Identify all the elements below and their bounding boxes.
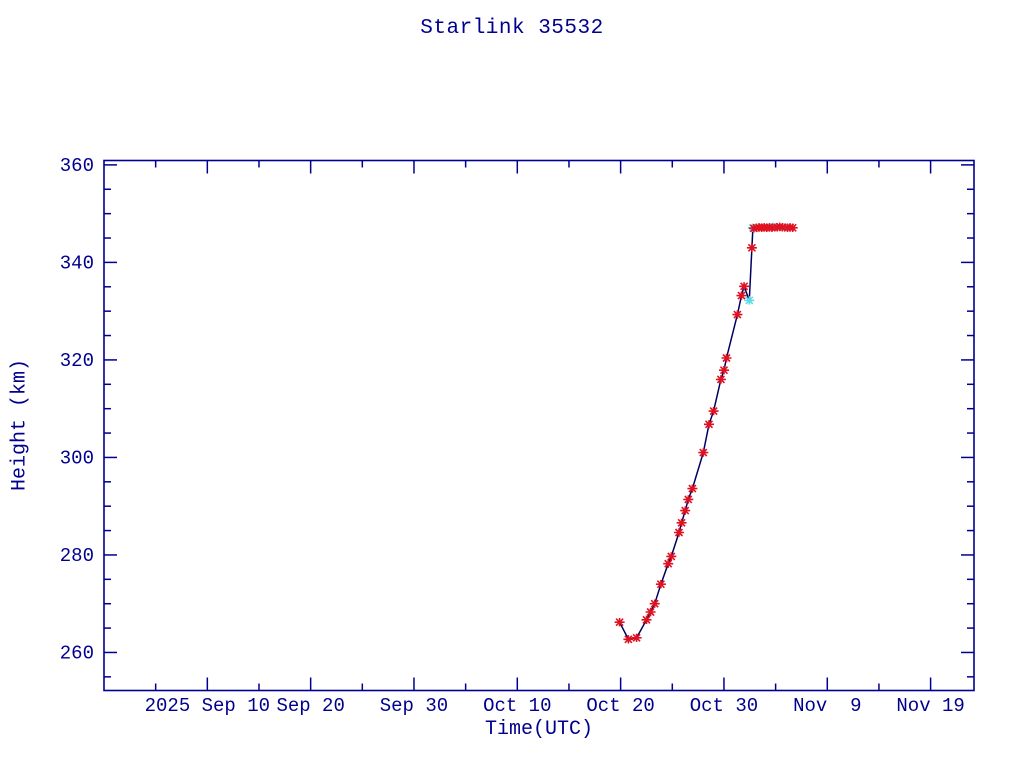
x-tick-label: Oct 30 [690,695,758,717]
x-tick-label: Nov 9 [793,695,861,717]
observed-height-marker [736,291,747,300]
y-tick-label: 340 [60,252,94,274]
x-tick-label: Oct 20 [586,695,654,717]
observed-height-marker [777,223,788,232]
observed-height-marker [719,366,729,375]
observed-height-marker [687,484,698,493]
observed-height-marker [787,223,798,232]
y-tick-label: 260 [60,642,94,664]
observed-height-marker [683,495,694,504]
height-curve [618,226,793,641]
y-tick-label: 360 [60,155,94,177]
observed-height-marker [614,618,625,627]
observed-height-marker [649,599,660,608]
observed-height-marker [708,406,719,416]
x-tick-label: Oct 10 [483,695,551,717]
observed-height-marker [674,528,684,537]
x-axis-label: Time(UTC) [484,718,594,741]
observed-height-marker [663,559,674,568]
observed-height-marker [698,448,709,457]
x-tick-label: Sep 20 [276,695,344,717]
observed-height-marker [655,580,666,589]
observed-height-marker [767,223,777,232]
observed-height-marker [666,552,677,561]
observed-height-marker [623,635,634,644]
plot-frame [103,159,975,692]
y-tick-label: 280 [60,545,94,567]
y-tick-label: 320 [60,350,94,372]
observed-height-marker [641,615,652,624]
observed-height-marker [739,282,750,291]
observed-height-marker [746,243,757,252]
observed-height-marker [676,518,687,527]
observed-height-marker [721,353,732,363]
x-tick-label: Sep 30 [380,695,448,717]
observed-height-marker [645,607,656,617]
observed-height-marker [631,633,642,642]
observed-height-marker [732,310,743,319]
x-tick-label: 2025 Sep 10 [145,695,270,717]
chart-title: Starlink 35532 [420,17,604,40]
y-tick-label: 300 [60,447,94,469]
observed-height-marker [680,506,691,515]
x-tick-label: Nov 19 [896,695,964,717]
observed-height-marker [715,375,726,384]
highlighted-height-marker [744,296,755,305]
observed-height-marker [704,420,714,429]
